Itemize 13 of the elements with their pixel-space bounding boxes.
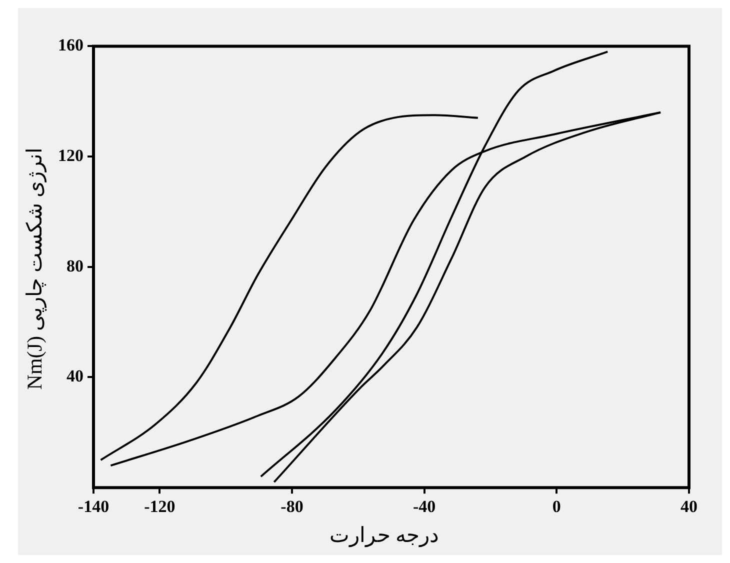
y-tick-label: 120 — [58, 146, 84, 165]
x-tick-label: 40 — [680, 497, 698, 516]
y-tick-label: 40 — [66, 366, 84, 386]
x-tick-label: -120 — [144, 497, 176, 516]
y-tick-label: 160 — [58, 36, 84, 55]
line-series — [100, 114, 479, 462]
x-axis-title: درجه حرارت — [328, 523, 440, 548]
x-tick-label: 0 — [552, 497, 561, 516]
x-tick-label: -80 — [280, 497, 304, 516]
x-tick-label: -40 — [412, 497, 436, 516]
y-tick-label: 80 — [66, 256, 84, 276]
y-axis-title: انرژی شکست چارپی Nm(J) — [22, 146, 48, 390]
x-tick-label: -140 — [78, 497, 110, 516]
